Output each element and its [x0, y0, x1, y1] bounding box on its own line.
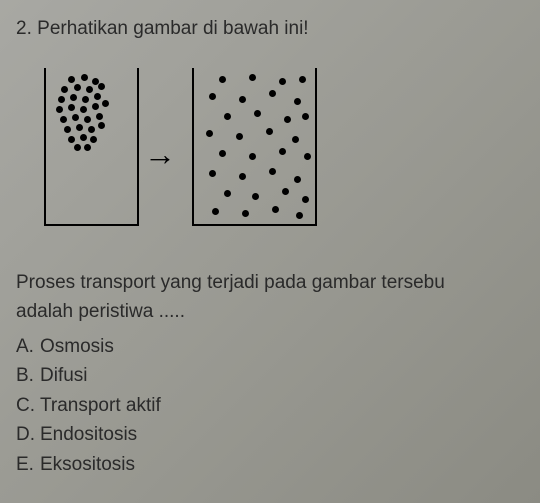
container-right: [192, 68, 317, 226]
options-list: A.Osmosis B.Difusi C.Transport aktif D.E…: [16, 332, 524, 479]
particle-dot: [206, 130, 213, 137]
particle-dot: [269, 168, 276, 175]
particle-dot: [296, 212, 303, 219]
particle-dot: [279, 78, 286, 85]
particle-dot: [242, 210, 249, 217]
option-text: Transport aktif: [40, 395, 161, 416]
particle-dot: [284, 116, 291, 123]
diagram: →: [44, 68, 524, 233]
option-c: C.Transport aktif: [16, 391, 524, 420]
particle-dot: [304, 153, 311, 160]
particle-dot: [81, 74, 88, 81]
particle-dot: [269, 90, 276, 97]
particle-dot: [94, 93, 101, 100]
particle-dot: [236, 133, 243, 140]
particle-dot: [299, 76, 306, 83]
particle-dot: [68, 76, 75, 83]
particle-dot: [239, 173, 246, 180]
container-left: [44, 68, 139, 226]
particle-dot: [282, 188, 289, 195]
option-text: Endositosis: [40, 424, 137, 445]
particle-dot: [209, 170, 216, 177]
particle-dot: [60, 116, 67, 123]
arrow-icon: →: [144, 136, 176, 173]
particle-dot: [98, 122, 105, 129]
particle-dot: [61, 86, 68, 93]
particle-dot: [86, 86, 93, 93]
particle-dot: [64, 126, 71, 133]
option-text: Osmosis: [40, 336, 114, 357]
particle-dot: [74, 84, 81, 91]
particle-dot: [219, 76, 226, 83]
particle-dot: [82, 96, 89, 103]
option-text: Difusi: [40, 365, 88, 386]
particle-dot: [212, 208, 219, 215]
option-letter: C.: [16, 391, 40, 420]
option-b: B.Difusi: [16, 361, 524, 390]
particle-dot: [98, 83, 105, 90]
particle-dot: [294, 98, 301, 105]
particle-dot: [96, 113, 103, 120]
particle-dot: [279, 148, 286, 155]
question-body-line2: adalah peristiwa .....: [16, 301, 185, 322]
particle-dot: [80, 134, 87, 141]
particle-dot: [68, 136, 75, 143]
particle-dot: [252, 193, 259, 200]
question-body-line1: Proses transport yang terjadi pada gamba…: [16, 272, 445, 293]
particle-dot: [254, 110, 261, 117]
particle-dot: [84, 116, 91, 123]
particle-dot: [74, 144, 81, 151]
particle-dot: [58, 96, 65, 103]
option-letter: D.: [16, 420, 40, 449]
particle-dot: [224, 113, 231, 120]
particle-dot: [239, 96, 246, 103]
question-header-text: Perhatikan gambar di bawah ini!: [37, 18, 308, 39]
particle-dot: [209, 93, 216, 100]
particle-dot: [70, 94, 77, 101]
particle-dot: [88, 126, 95, 133]
option-letter: E.: [16, 450, 40, 479]
particle-dot: [302, 113, 309, 120]
question-number: 2.: [16, 18, 32, 39]
particle-dot: [76, 124, 83, 131]
particle-dot: [56, 106, 63, 113]
option-letter: B.: [16, 361, 40, 390]
option-a: A.Osmosis: [16, 332, 524, 361]
particle-dot: [249, 153, 256, 160]
option-e: E.Eksositosis: [16, 450, 524, 479]
particle-dot: [294, 176, 301, 183]
particle-dot: [292, 136, 299, 143]
particle-dot: [80, 106, 87, 113]
particle-dot: [219, 150, 226, 157]
question-body: Proses transport yang terjadi pada gamba…: [16, 269, 524, 326]
question-header: 2. Perhatikan gambar di bawah ini!: [16, 18, 524, 40]
particle-dot: [84, 144, 91, 151]
particle-dot: [92, 103, 99, 110]
particle-dot: [224, 190, 231, 197]
particle-dot: [68, 104, 75, 111]
particle-dot: [272, 206, 279, 213]
particle-dot: [249, 74, 256, 81]
option-letter: A.: [16, 332, 40, 361]
particle-dot: [302, 196, 309, 203]
particle-dot: [90, 136, 97, 143]
particle-dot: [266, 128, 273, 135]
option-text: Eksositosis: [40, 454, 135, 475]
option-d: D.Endositosis: [16, 420, 524, 449]
particle-dot: [72, 114, 79, 121]
particle-dot: [102, 100, 109, 107]
